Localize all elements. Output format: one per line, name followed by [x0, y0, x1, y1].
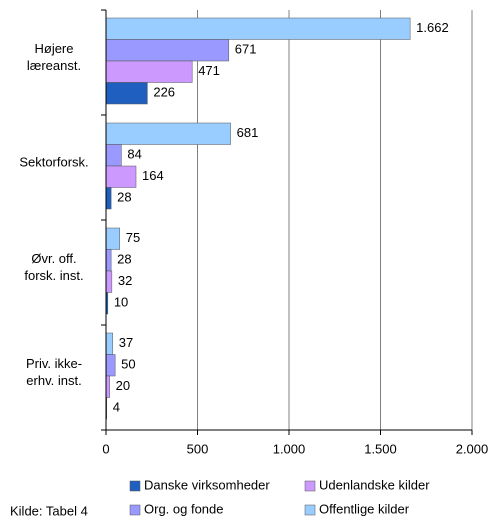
bar: [105, 227, 120, 250]
value-label: 164: [142, 168, 164, 183]
category-label: Priv. ikke-erhv. inst.: [25, 356, 83, 388]
bar: [105, 249, 112, 272]
bar: [105, 332, 114, 355]
value-label: 28: [117, 252, 131, 267]
bar: [105, 144, 122, 167]
value-label: 32: [118, 273, 132, 288]
value-label: 671: [235, 42, 257, 57]
value-label: 226: [153, 85, 175, 100]
legend-label: Udenlandske kilder: [319, 477, 430, 492]
source-note: Kilde: Tabel 4: [10, 503, 88, 518]
bar: [105, 270, 113, 293]
x-tick-label: 0: [102, 441, 109, 456]
bar: [105, 122, 231, 145]
value-label: 75: [126, 230, 140, 245]
category-label: Højere læreanst.: [26, 41, 82, 73]
bar: [105, 187, 112, 210]
value-label: 50: [121, 357, 135, 372]
value-label: 37: [119, 335, 133, 350]
value-label: 20: [116, 378, 130, 393]
legend-label: Org. og fonde: [144, 501, 224, 516]
value-label: 1.662: [416, 20, 449, 35]
value-label: 28: [117, 190, 131, 205]
bar: [105, 17, 411, 40]
x-tick-label: 2.000: [456, 441, 489, 456]
x-tick-label: 500: [187, 441, 209, 456]
category-label: Sektorforsk.: [19, 154, 89, 170]
x-tick-label: 1.000: [273, 441, 306, 456]
category-label: Øvr. off. forsk. inst.: [24, 251, 84, 283]
bar: [105, 82, 148, 105]
legend-label: Danske virksomheder: [144, 477, 270, 492]
value-label: 681: [237, 125, 259, 140]
bar: [105, 354, 116, 377]
bar: [105, 39, 230, 62]
legend-label: Offentlige kilder: [319, 501, 410, 516]
legend-swatch: [129, 504, 141, 516]
value-label: 10: [114, 295, 128, 310]
bar: [105, 165, 137, 188]
value-label: 471: [198, 63, 220, 78]
legend-swatch: [304, 504, 316, 516]
value-label: 4: [113, 400, 120, 415]
legend-swatch: [304, 480, 316, 492]
bar: [105, 60, 193, 83]
bar: [105, 375, 110, 398]
value-label: 84: [127, 147, 141, 162]
x-tick-label: 1.500: [364, 441, 397, 456]
legend-swatch: [129, 480, 141, 492]
